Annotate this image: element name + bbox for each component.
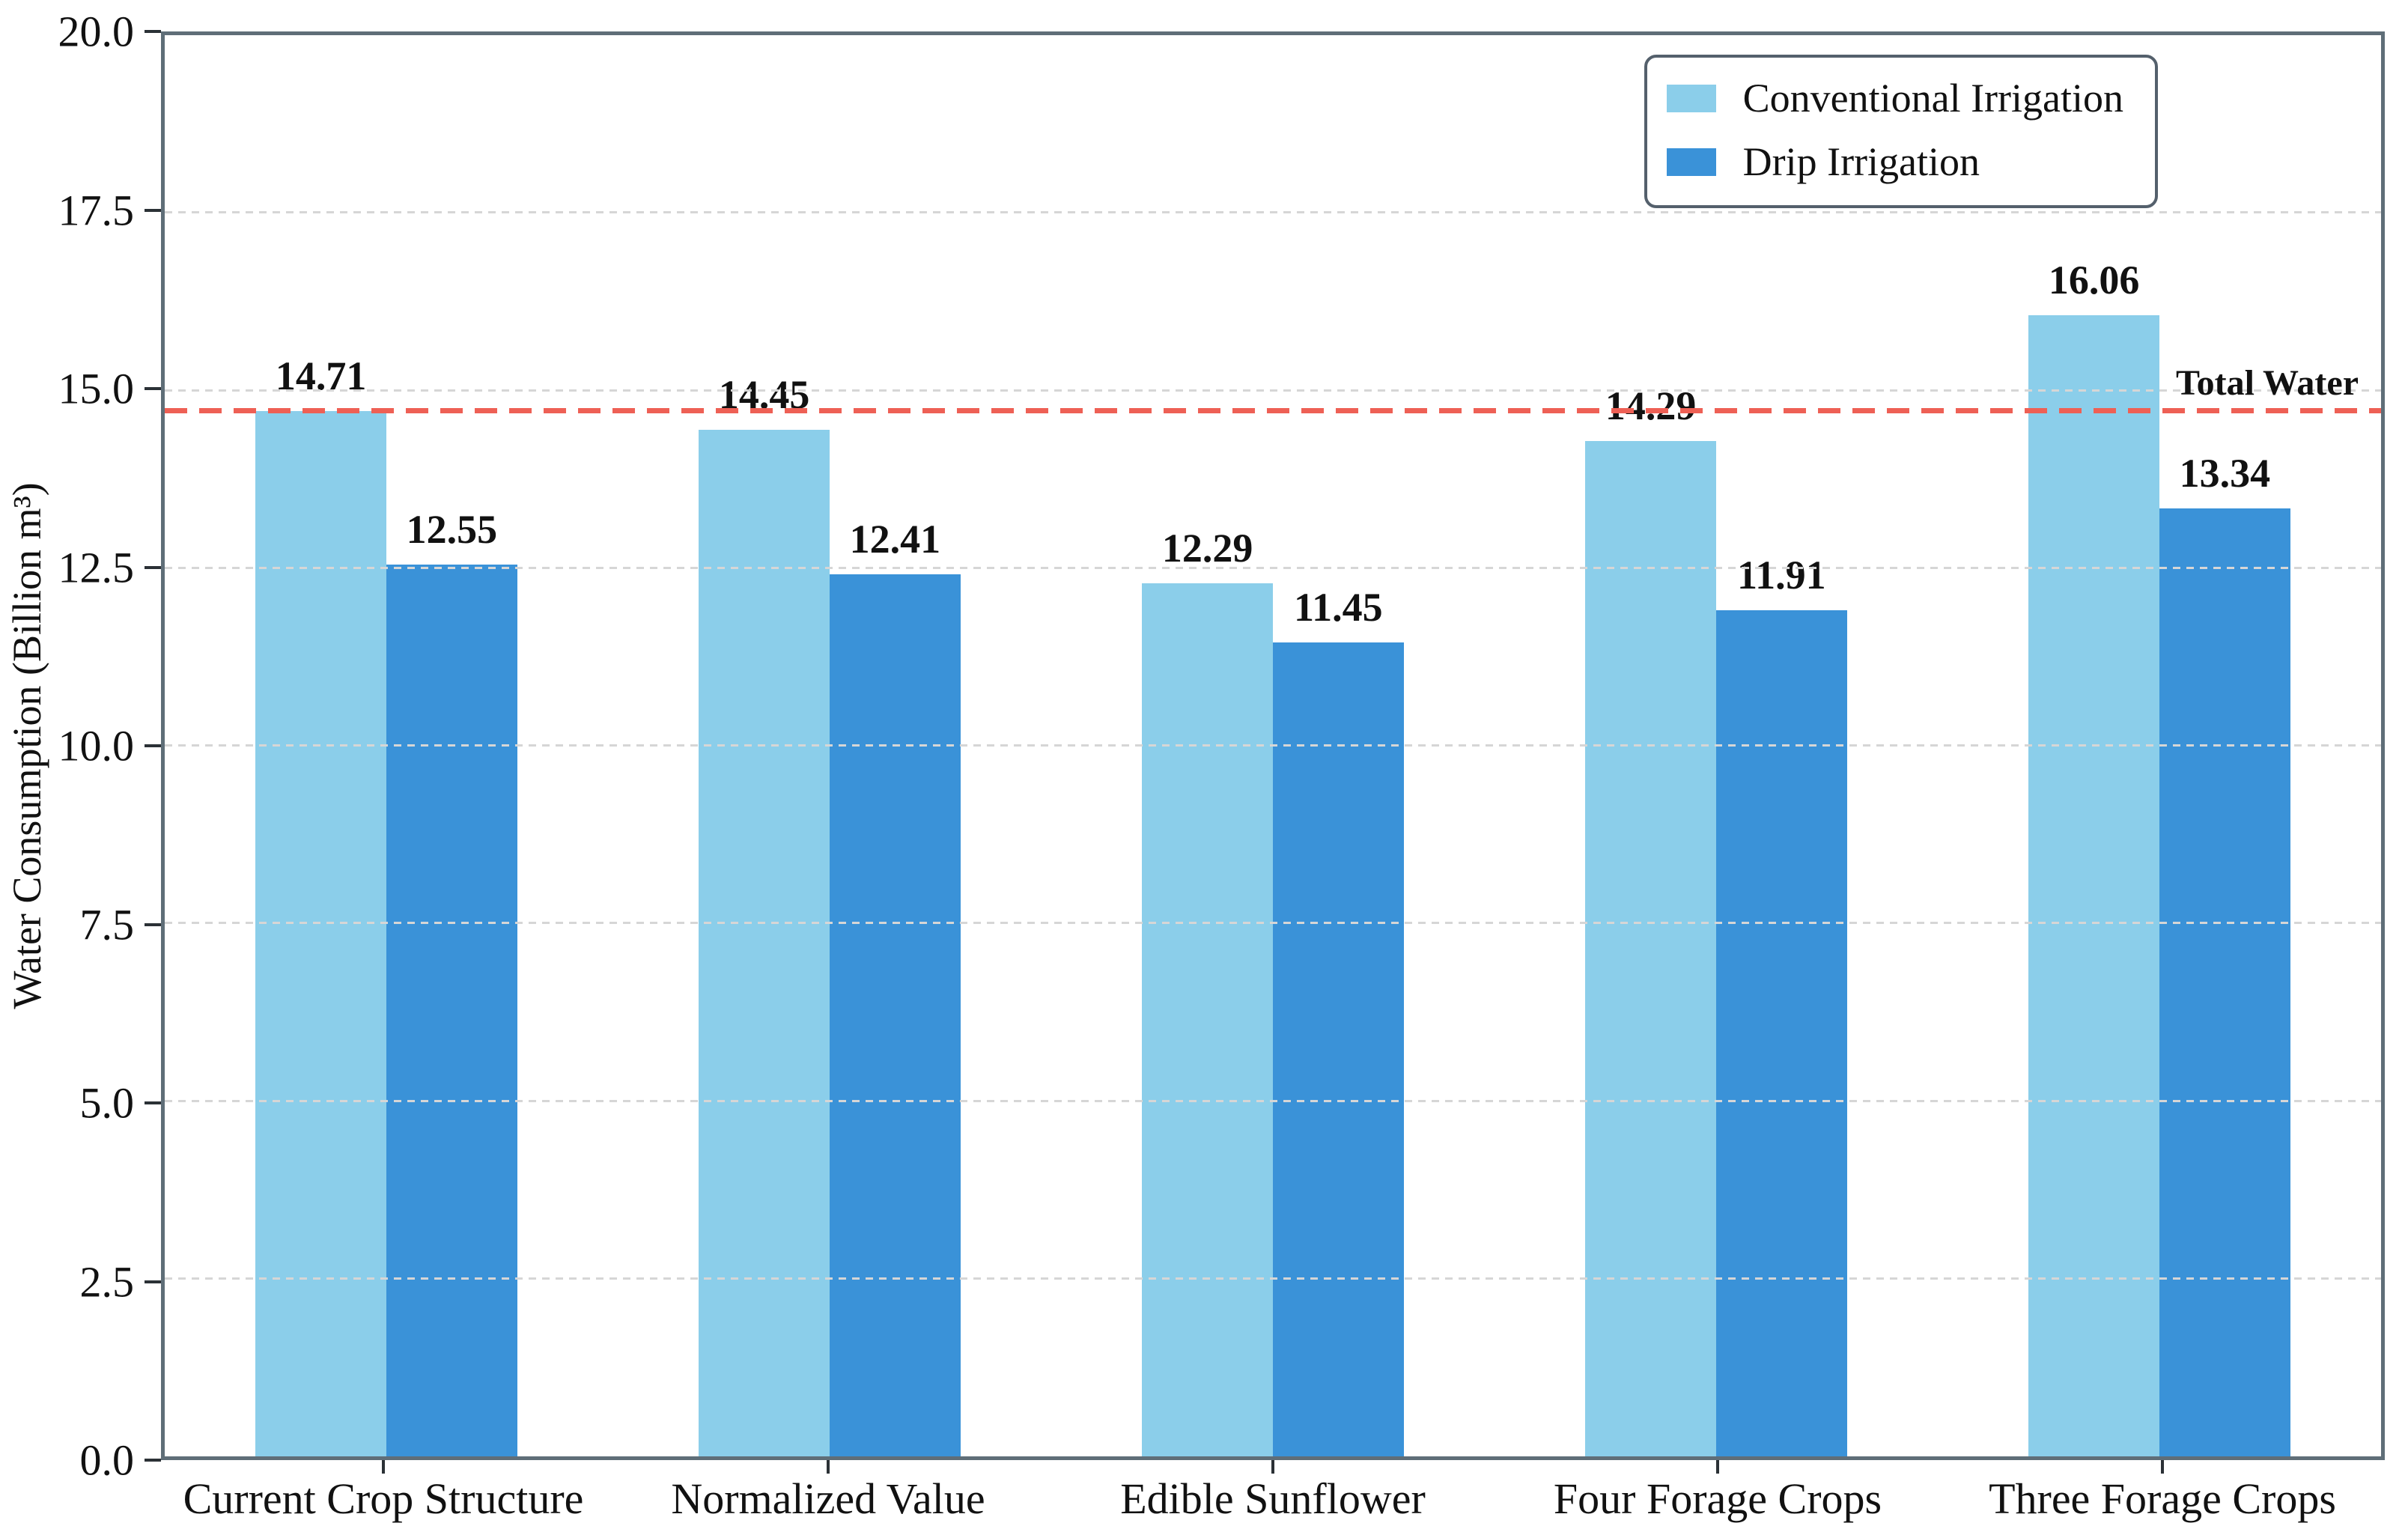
- y-tick-mark: [145, 744, 161, 747]
- x-tick-mark: [1271, 1460, 1274, 1474]
- bar-group: 14.29 11.91: [1495, 35, 1938, 1456]
- y-tick-mark: [145, 922, 161, 926]
- bar-value-label: 14.71: [275, 353, 367, 399]
- x-tick-label: Four Forage Crops: [1553, 1474, 1882, 1523]
- y-tick-mark: [145, 565, 161, 569]
- x-axis: Current Crop Structure Normalized Value Ed…: [161, 1460, 2385, 1526]
- x-tick-label: Current Crop Structure: [183, 1474, 584, 1523]
- legend: Conventional Irrigation Drip Irrigation: [1644, 55, 2158, 209]
- y-tick-mark: [145, 1101, 161, 1104]
- bar-conventional-irrigation: [2028, 314, 2159, 1456]
- bar-conventional-irrigation: [699, 429, 830, 1456]
- x-tick-label: Edible Sunflower: [1120, 1474, 1426, 1523]
- legend-item-drip-irrigation: Drip Irrigation: [1666, 139, 2123, 184]
- bar-group: 14.71 12.55: [165, 35, 608, 1456]
- y-tick-label: 0.0: [79, 1435, 135, 1485]
- total-water-label: Total Water: [2175, 363, 2359, 404]
- y-tick-label: 15.0: [58, 364, 135, 413]
- legend-swatch: [1666, 84, 1716, 112]
- y-tick-label: 7.5: [79, 900, 135, 949]
- bar-drip-irrigation: [1716, 610, 1847, 1456]
- legend-item-conventional-irrigation: Conventional Irrigation: [1666, 76, 2123, 121]
- x-tick-mark: [1716, 1460, 1719, 1474]
- y-tick-mark: [145, 1280, 161, 1283]
- x-tick-mark: [827, 1460, 830, 1474]
- bar-conventional-irrigation: [1142, 583, 1273, 1456]
- legend-label: Conventional Irrigation: [1742, 76, 2123, 121]
- y-tick-mark: [145, 1459, 161, 1462]
- y-tick-label: 17.5: [58, 186, 135, 234]
- bar-drip-irrigation: [1273, 642, 1404, 1456]
- bar-group: 14.45 12.41: [608, 35, 1051, 1456]
- bar-value-label: 12.29: [1161, 525, 1253, 571]
- bar-group: 12.29 11.45: [1051, 35, 1495, 1456]
- y-tick-label: 12.5: [58, 543, 135, 592]
- bar-value-label: 13.34: [2179, 451, 2271, 496]
- bar-conventional-irrigation: [255, 411, 386, 1456]
- bar-value-label: 16.06: [2048, 257, 2140, 303]
- x-tick-label: Normalized Value: [671, 1474, 985, 1523]
- x-tick-mark: [382, 1460, 385, 1474]
- y-tick-label: 5.0: [79, 1078, 135, 1128]
- bar-value-label: 12.55: [406, 507, 498, 553]
- bar-drip-irrigation: [2159, 508, 2290, 1456]
- bar-conventional-irrigation: [1585, 440, 1716, 1456]
- bar-drip-irrigation: [830, 574, 961, 1456]
- bar-drip-irrigation: [386, 565, 517, 1456]
- y-axis: 0.0 2.5 5.0 7.5 10.0 12.5 15.0 17.5 20.0: [0, 7, 161, 1485]
- y-tick-label: 20.0: [58, 7, 135, 56]
- plot-area: 14.71 12.55 14.45 12.41 12.29 11.45 14.29 11.91…: [161, 31, 2385, 1460]
- y-tick-mark: [145, 208, 161, 212]
- bar-value-label: 12.41: [849, 517, 941, 562]
- bar-value-label: 11.45: [1294, 585, 1383, 630]
- x-tick-label: Three Forage Crops: [1989, 1474, 2336, 1523]
- y-tick-mark: [145, 30, 161, 33]
- x-tick-mark: [2161, 1460, 2164, 1474]
- y-tick-label: 10.0: [58, 721, 135, 770]
- bar-group: 16.06 13.34: [1938, 35, 2381, 1456]
- y-tick-label: 2.5: [79, 1257, 135, 1306]
- bar-value-label: 14.29: [1605, 383, 1697, 428]
- y-tick-mark: [145, 387, 161, 390]
- legend-label: Drip Irrigation: [1742, 139, 1980, 184]
- bar-value-label: 11.91: [1737, 552, 1826, 598]
- legend-swatch: [1666, 148, 1716, 176]
- total-water-line: [165, 408, 2381, 414]
